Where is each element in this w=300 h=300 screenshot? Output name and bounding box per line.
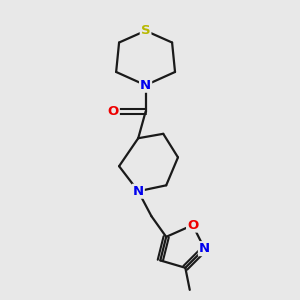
Text: S: S bbox=[141, 24, 150, 37]
Text: N: N bbox=[133, 185, 144, 198]
Text: N: N bbox=[140, 79, 151, 92]
Text: O: O bbox=[187, 219, 198, 232]
Text: N: N bbox=[199, 242, 210, 255]
Text: O: O bbox=[108, 105, 119, 118]
